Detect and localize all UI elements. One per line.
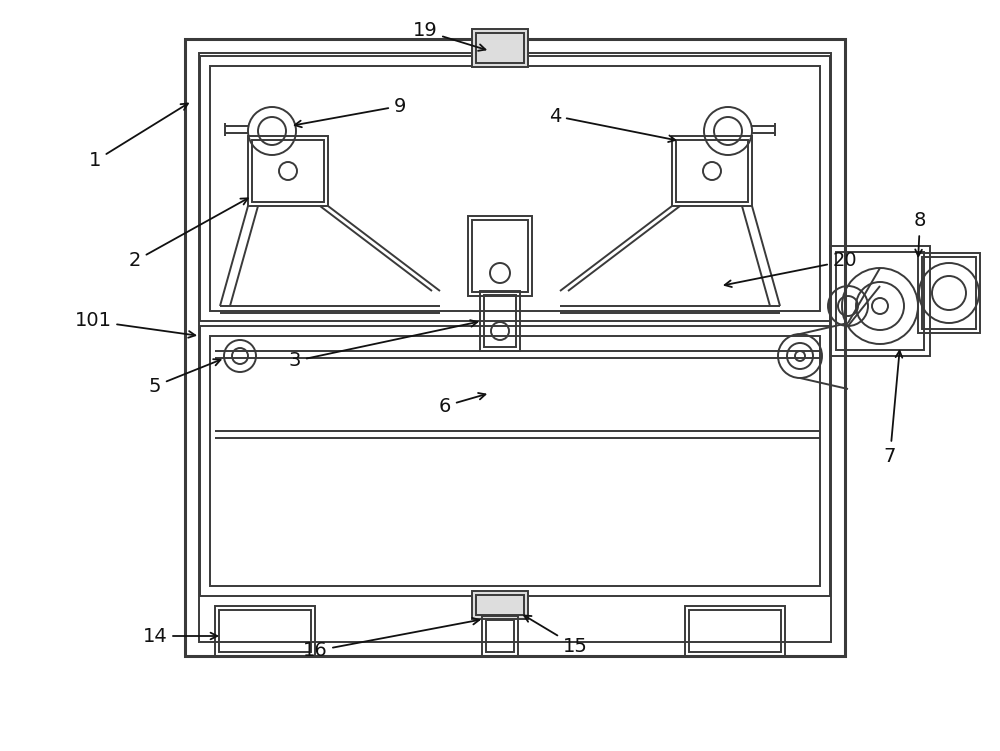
Text: 16: 16 <box>303 618 479 660</box>
Bar <box>486 620 514 652</box>
Text: 8: 8 <box>914 212 926 256</box>
Text: 5: 5 <box>149 359 221 396</box>
Bar <box>200 326 830 596</box>
Bar <box>830 246 930 356</box>
Text: 101: 101 <box>74 312 195 338</box>
Bar <box>472 220 528 292</box>
Text: 19: 19 <box>413 22 485 51</box>
Text: 14: 14 <box>143 626 217 646</box>
Text: 4: 4 <box>549 107 675 142</box>
Bar <box>484 295 516 347</box>
Bar <box>185 39 845 656</box>
Text: 3: 3 <box>289 320 477 370</box>
Bar <box>248 136 328 206</box>
Bar <box>199 53 831 642</box>
Bar <box>918 253 980 333</box>
Bar <box>685 606 785 656</box>
Text: 20: 20 <box>725 252 857 287</box>
Bar <box>836 252 924 350</box>
Text: 1: 1 <box>89 104 188 170</box>
Bar <box>215 606 315 656</box>
Bar <box>676 140 748 202</box>
Text: 6: 6 <box>439 393 485 415</box>
Bar <box>476 33 524 63</box>
Text: 7: 7 <box>884 351 902 466</box>
Bar <box>210 66 820 311</box>
Bar <box>210 336 820 586</box>
Text: 9: 9 <box>295 96 406 127</box>
Bar <box>219 610 311 652</box>
Bar <box>689 610 781 652</box>
Text: 2: 2 <box>129 198 248 270</box>
Bar <box>480 291 520 351</box>
Bar <box>476 595 524 615</box>
Bar <box>672 136 752 206</box>
Bar <box>472 29 528 67</box>
Bar <box>468 216 532 296</box>
Bar <box>472 591 528 619</box>
Bar <box>922 257 976 329</box>
Bar <box>482 616 518 656</box>
Bar <box>200 56 830 321</box>
Bar <box>252 140 324 202</box>
Text: 15: 15 <box>524 616 587 656</box>
